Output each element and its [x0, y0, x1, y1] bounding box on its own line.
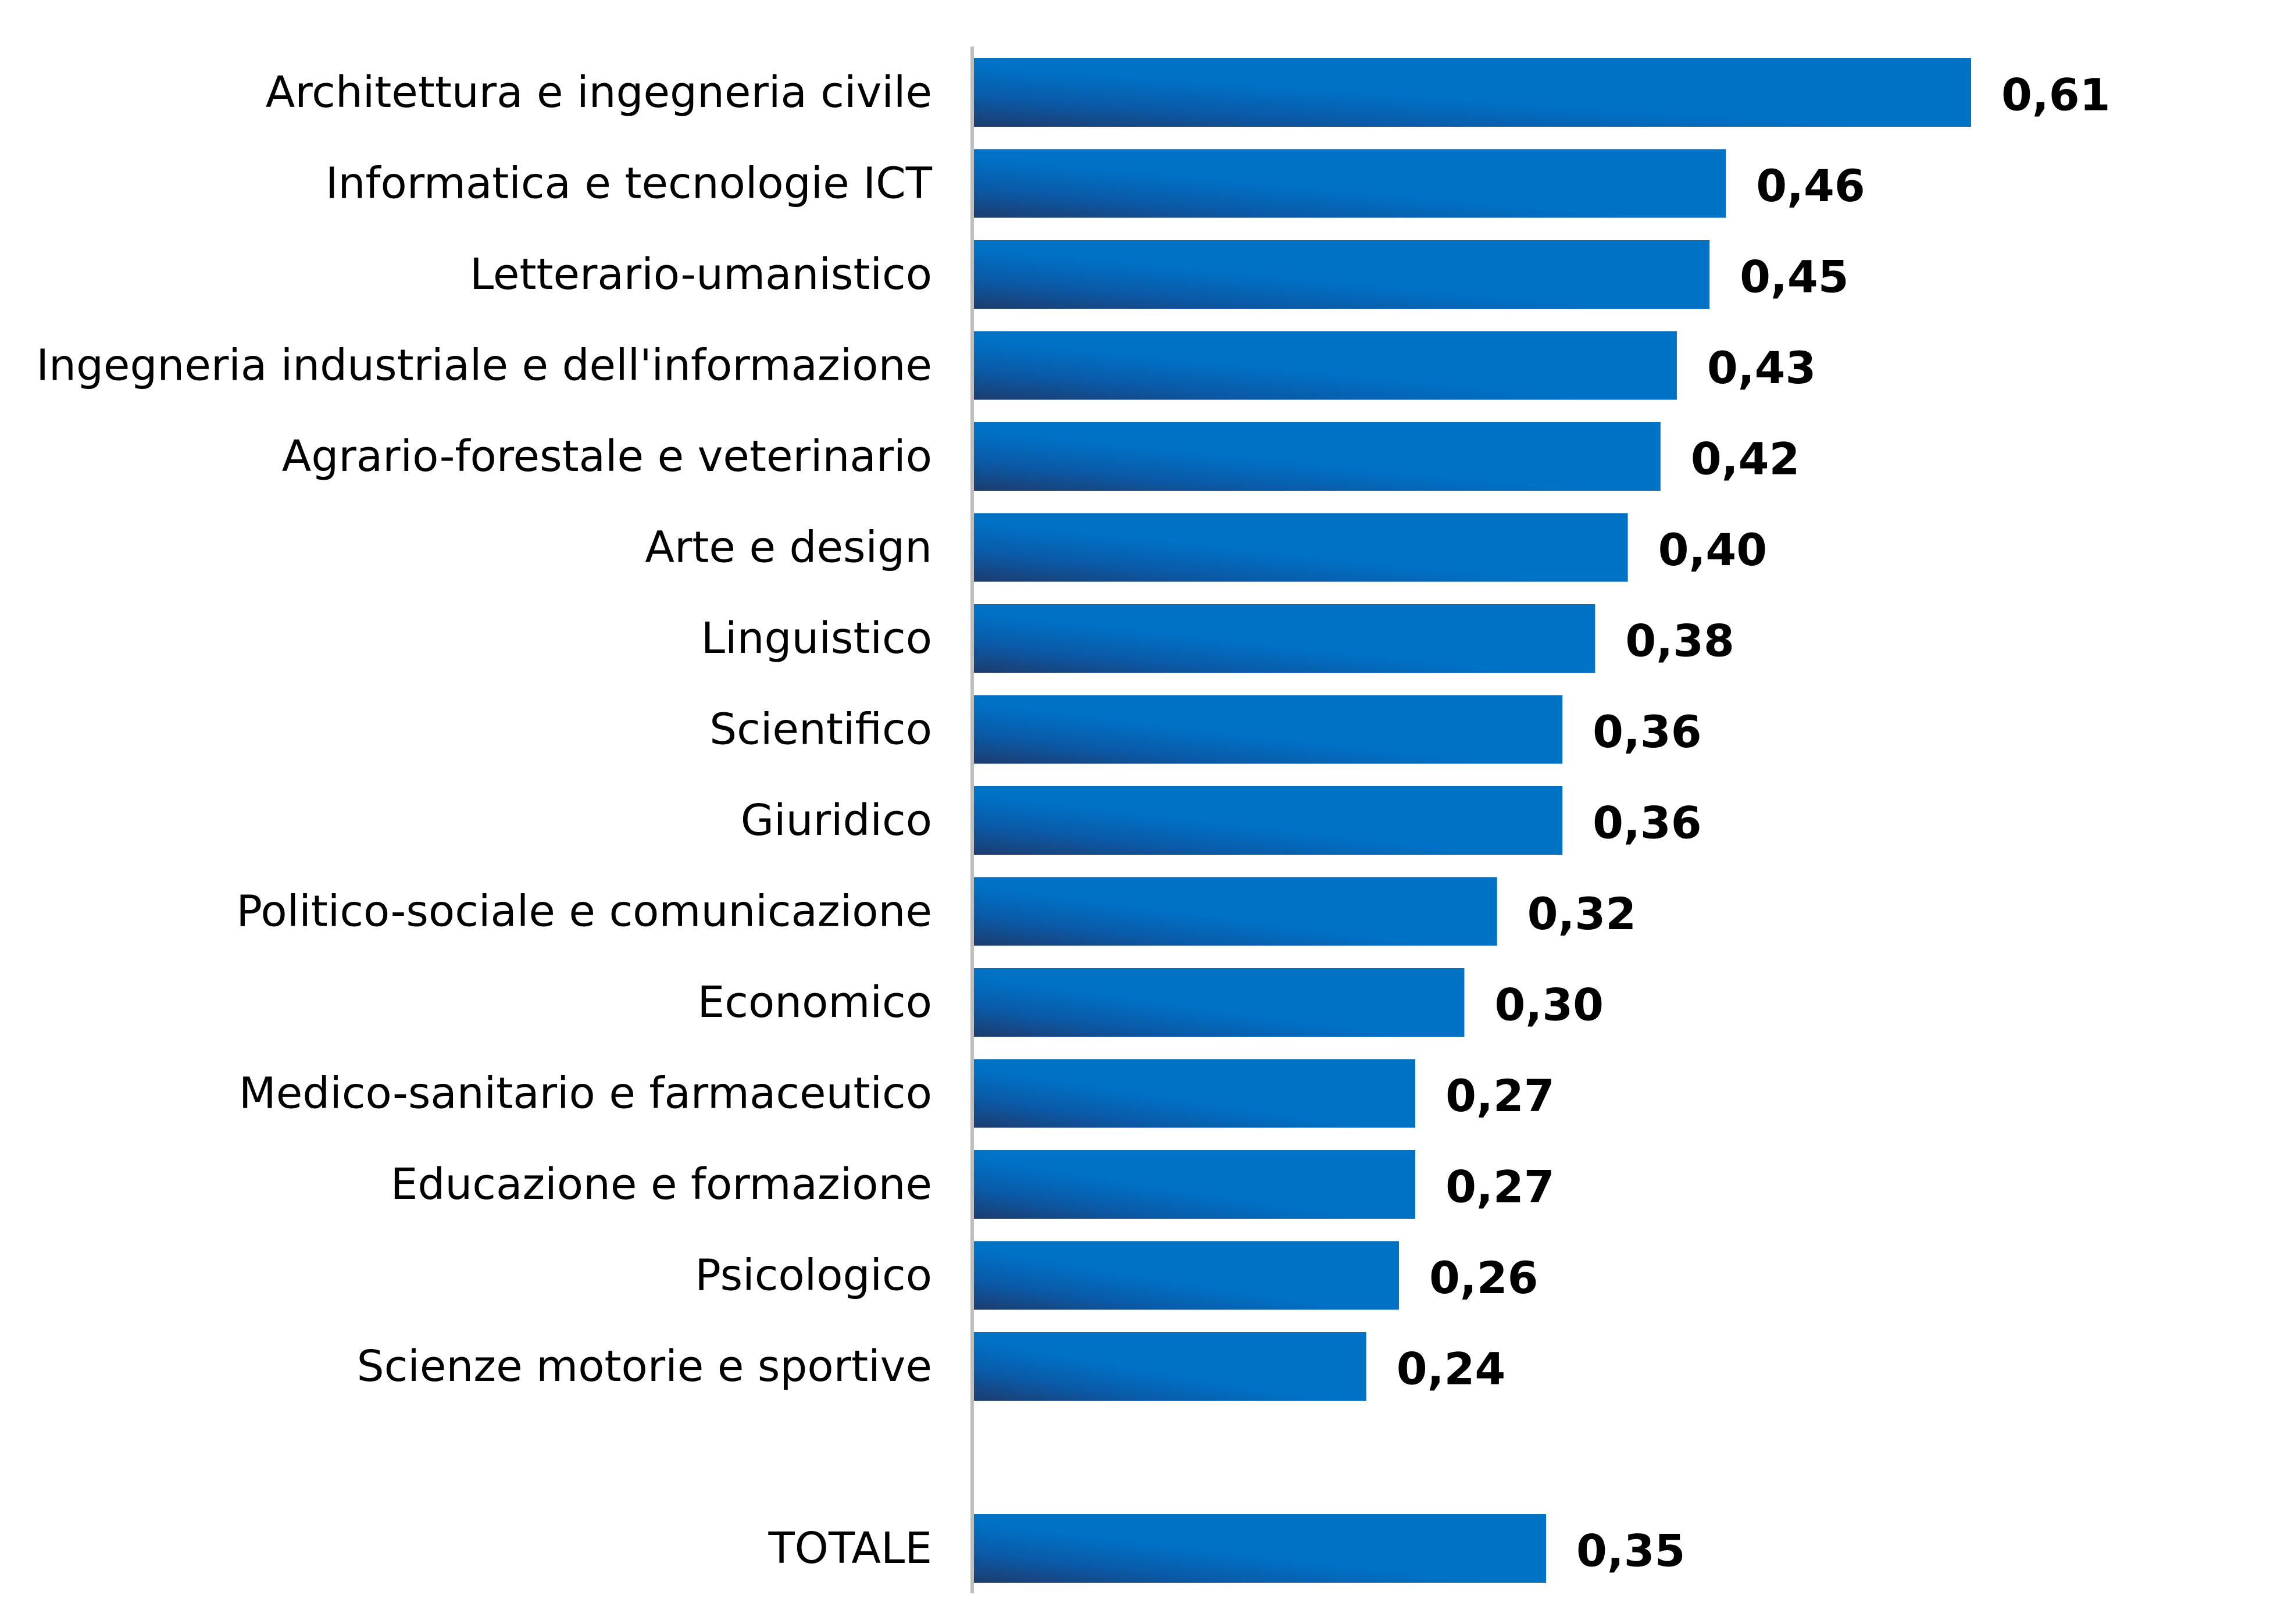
data-label: 0,35: [1576, 1525, 1686, 1577]
bar-13: [974, 1150, 1416, 1219]
bar-1: [974, 58, 1971, 127]
data-label: 0,43: [1707, 342, 1816, 394]
bar-3: [974, 240, 1710, 309]
data-label: 0,27: [1445, 1070, 1555, 1122]
bar-2: [974, 149, 1726, 218]
data-label: 0,26: [1429, 1252, 1539, 1304]
category-label: Medico-sanitario e farmaceutico: [239, 1069, 932, 1119]
category-label: Arte e design: [645, 523, 932, 573]
bar-5: [974, 422, 1661, 491]
data-label: 0,46: [1756, 160, 1865, 212]
data-label: 0,24: [1397, 1343, 1506, 1395]
bar-6: [974, 513, 1628, 582]
data-label: 0,30: [1494, 979, 1604, 1031]
bar-12: [974, 1059, 1416, 1128]
bar-10: [974, 877, 1497, 946]
category-label: Educazione e formazione: [391, 1159, 932, 1209]
data-label: 0,27: [1445, 1161, 1555, 1213]
bar-4: [974, 331, 1677, 400]
data-label: 0,36: [1593, 706, 1702, 758]
bars-layer: [974, 58, 1971, 1583]
data-label: 0,36: [1593, 797, 1702, 849]
category-label: Giuridico: [741, 795, 932, 845]
category-label: Economico: [698, 977, 933, 1027]
bar-9: [974, 786, 1563, 855]
bar-16: [974, 1514, 1547, 1583]
data-label: 0,61: [2001, 69, 2111, 121]
category-label: Agrario-forestale e veterinario: [282, 431, 932, 481]
data-label: 0,42: [1691, 433, 1800, 485]
category-label: Informatica e tecnologie ICT: [326, 159, 933, 209]
category-label: Linguistico: [701, 613, 932, 663]
category-label: TOTALE: [768, 1523, 932, 1573]
category-label: Architettura e ingegneria civile: [266, 67, 932, 117]
data-label: 0,38: [1625, 615, 1734, 667]
bar-7: [974, 604, 1595, 673]
category-label: Psicologico: [695, 1251, 932, 1301]
category-label: Politico-sociale e comunicazione: [236, 887, 932, 937]
category-label: Letterario-umanistico: [470, 249, 932, 299]
data-label: 0,40: [1658, 524, 1768, 576]
bar-11: [974, 968, 1465, 1037]
data-label: 0,45: [1740, 251, 1849, 303]
bar-15: [974, 1332, 1366, 1401]
bar-8: [974, 695, 1563, 764]
bar-14: [974, 1241, 1399, 1310]
category-label: Scientifico: [709, 705, 932, 755]
category-label: Ingegneria industriale e dell'informazio…: [36, 341, 932, 391]
labels-layer: Architettura e ingegneria civile 0,61 Info…: [36, 67, 2110, 1577]
data-label: 0,32: [1527, 888, 1637, 940]
category-label: Scienze motorie e sportive: [357, 1341, 932, 1391]
